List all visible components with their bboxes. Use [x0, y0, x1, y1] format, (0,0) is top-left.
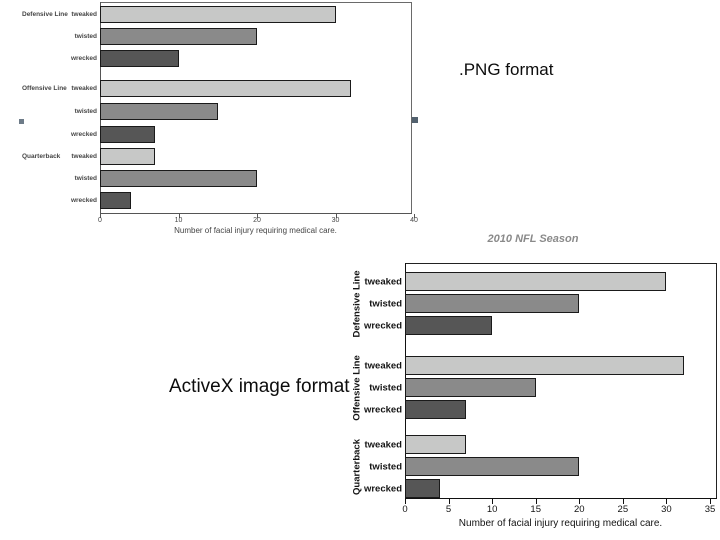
bar-quarterback-tweaked [100, 148, 155, 165]
x-tick [492, 499, 494, 504]
x-tick-label: 15 [530, 504, 541, 515]
x-tick-label: 25 [617, 504, 629, 515]
bar-label-twisted: twisted [369, 297, 402, 309]
bar-label-wrecked: wrecked [363, 319, 402, 331]
x-axis-label: Number of facial injury requiring medica… [174, 226, 337, 235]
chart-title: 2010 NFL Season [487, 233, 579, 245]
x-tick [622, 499, 624, 504]
bar-defensive-line-tweaked [100, 6, 336, 23]
bar-label-tweaked: tweaked [71, 152, 97, 160]
x-tick-label: 35 [704, 504, 716, 515]
bar-label-wrecked: wrecked [70, 54, 97, 62]
bar-offensive-line-tweaked [100, 80, 351, 97]
x-tick [666, 499, 668, 504]
x-tick [178, 214, 180, 218]
bar-offensive-line-twisted [100, 103, 218, 120]
bar-offensive-line-twisted [405, 378, 536, 397]
activex-format-label: ActiveX image format [169, 376, 350, 397]
x-tick-label: 30 [661, 504, 672, 515]
bar-offensive-line-wrecked [100, 126, 155, 143]
x-tick [414, 214, 415, 218]
x-tick [257, 214, 258, 218]
x-tick-label: 5 [445, 504, 452, 515]
bar-defensive-line-twisted [405, 294, 579, 313]
x-tick [405, 499, 406, 504]
x-tick [448, 499, 450, 504]
bar-quarterback-twisted [100, 170, 257, 187]
x-tick [579, 499, 581, 504]
group-label-defensive-line: Defensive Line [22, 10, 68, 18]
bar-label-tweaked: tweaked [364, 359, 403, 371]
bar-offensive-line-tweaked [405, 356, 684, 375]
bar-label-twisted: twisted [74, 174, 97, 182]
bar-offensive-line-wrecked [405, 400, 466, 419]
bar-label-twisted: twisted [369, 381, 402, 393]
bar-label-tweaked: tweaked [364, 275, 403, 287]
bar-label-twisted: twisted [369, 460, 402, 472]
png-format-label: .PNG format [459, 60, 554, 79]
x-tick [535, 499, 537, 504]
x-tick-label: 20 [573, 504, 585, 515]
x-tick-label: 0 [98, 217, 102, 224]
x-tick [335, 214, 337, 218]
bar-defensive-line-wrecked [405, 316, 492, 335]
bar-label-wrecked: wrecked [70, 130, 97, 138]
selection-handle-left-icon[interactable] [19, 119, 24, 124]
x-tick [100, 214, 101, 218]
x-axis-line [100, 213, 412, 214]
bar-quarterback-wrecked [100, 192, 131, 209]
x-tick-label: 30 [331, 217, 340, 224]
x-axis-label: Number of facial injury requiring medica… [458, 518, 663, 529]
x-tick-label: 0 [402, 504, 408, 515]
bar-label-wrecked: wrecked [70, 196, 97, 204]
x-tick-label: 40 [410, 217, 418, 224]
bar-defensive-line-wrecked [100, 50, 179, 67]
x-tick-label: 20 [253, 217, 261, 224]
plot-border-top [405, 263, 716, 264]
bar-quarterback-twisted [405, 457, 579, 476]
bar-quarterback-wrecked [405, 479, 440, 498]
bar-defensive-line-twisted [100, 28, 257, 45]
bar-label-wrecked: wrecked [363, 482, 402, 494]
bar-quarterback-tweaked [405, 435, 466, 454]
bar-label-twisted: twisted [74, 107, 97, 115]
selection-handle-right-icon[interactable] [412, 117, 418, 123]
plot-border-top [100, 2, 411, 3]
group-label-quarterback: Quarterback [22, 152, 61, 160]
x-tick [709, 499, 711, 504]
group-label-offensive-line: Offensive Line [22, 84, 67, 92]
bar-label-tweaked: tweaked [364, 438, 403, 450]
plot-border-right [716, 263, 717, 498]
bar-label-tweaked: tweaked [71, 10, 97, 18]
bar-defensive-line-tweaked [405, 272, 666, 291]
x-tick-label: 10 [174, 217, 183, 224]
bar-label-twisted: twisted [74, 32, 97, 40]
x-tick-label: 10 [486, 504, 498, 515]
bar-label-wrecked: wrecked [363, 403, 402, 415]
x-axis-line [405, 498, 717, 499]
bar-label-tweaked: tweaked [71, 84, 97, 92]
plot-border-right [411, 2, 412, 213]
